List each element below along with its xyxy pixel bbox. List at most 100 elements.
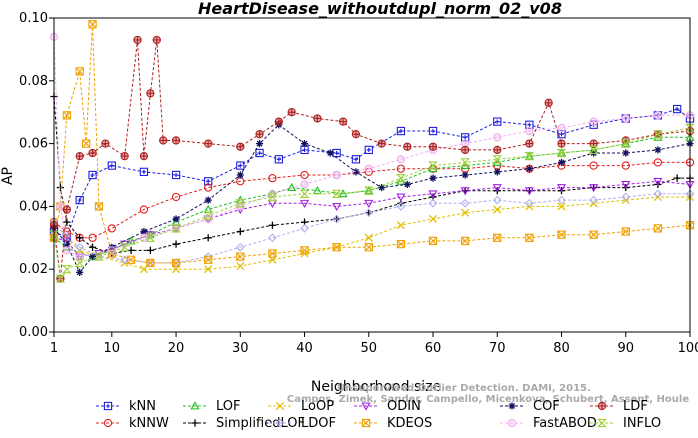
point-ldof-21: [653, 189, 663, 199]
x-tick-label-90: 90: [617, 341, 634, 356]
legend-item-simplifiedlof: SimplifiedLOF: [183, 416, 305, 431]
point-knn-19: [525, 120, 534, 129]
series-line-simplifiedlof: [53, 96, 690, 255]
point-simplifiedlof-10: [236, 227, 244, 236]
point-kdeos-4: [81, 139, 91, 148]
point-ldf-8: [139, 152, 149, 161]
point-knnw-19: [589, 161, 598, 170]
point-ldf-29: [589, 139, 598, 148]
legend-item-lof: LOF: [183, 399, 241, 414]
point-kdeos-21: [525, 233, 534, 242]
point-inflo-17: [492, 155, 503, 164]
point-inflo-15: [428, 161, 438, 170]
point-ldf-13: [204, 139, 213, 148]
x-tick-label-80: 80: [553, 341, 570, 356]
point-ldof-9: [268, 233, 277, 243]
point-odin-10: [300, 199, 310, 208]
point-ldf-5: [101, 139, 110, 148]
point-ldf-22: [403, 142, 412, 151]
point-knnw-10: [300, 170, 309, 180]
point-ldof-13: [396, 202, 406, 211]
x-tick-label-70: 70: [489, 341, 506, 356]
legend-marker-lof: [190, 401, 200, 410]
point-kdeos-3: [75, 67, 84, 76]
point-fastabod-17: [525, 126, 534, 136]
x-tick-label-1: 1: [50, 341, 58, 356]
point-fastabod-5: [139, 233, 149, 242]
series-line-inflo: [53, 127, 691, 280]
legend-label-kdeos: KDEOS: [387, 416, 432, 431]
point-lof-5: [126, 236, 136, 245]
point-inflo-4: [94, 252, 104, 261]
point-lof-19: [524, 151, 534, 160]
point-ldof-20: [621, 192, 631, 202]
point-ldf-7: [133, 35, 142, 45]
point-knn-24: [673, 104, 682, 114]
point-knn-7: [204, 177, 213, 186]
series-line-ldf: [53, 39, 691, 279]
point-fastabod-12: [364, 164, 373, 173]
point-cof-5: [140, 227, 148, 236]
point-inflo-23: [685, 123, 695, 133]
point-cof-3: [88, 253, 97, 261]
point-odin-20: [621, 180, 631, 190]
point-knn-15: [396, 126, 406, 136]
y-tick-label-0: 0.00: [19, 325, 48, 340]
point-loop-14: [428, 214, 438, 224]
point-loop-16: [493, 205, 502, 214]
point-fastabod-1: [56, 202, 65, 211]
point-simplifiedlof-24: [673, 174, 681, 182]
point-odin-17: [524, 187, 534, 196]
legend-item-fastabod: FastABOD: [500, 416, 597, 431]
point-fastabod-10: [300, 180, 309, 189]
legend-item-kdeos: KDEOS: [354, 416, 432, 431]
point-fastabod-20: [621, 114, 630, 123]
point-cof-16: [429, 174, 437, 182]
y-tick-label-4: 0.08: [19, 74, 48, 89]
point-inflo-7: [171, 224, 181, 233]
point-kdeos-5: [88, 20, 97, 29]
point-loop-13: [396, 221, 405, 230]
point-ldof-19: [589, 195, 599, 205]
point-kdeos-24: [621, 227, 630, 236]
legend-marker-ldof: [275, 418, 285, 428]
point-ldf-6: [120, 152, 129, 161]
point-cof-15: [403, 180, 411, 189]
legend-marker-ldf: [597, 401, 607, 411]
point-ldf-16: [274, 117, 283, 126]
series-kdeos: [49, 20, 695, 268]
point-loop-7: [204, 265, 213, 274]
axes: 1 10 20 30 40 50 60 70 80 90 100 0.00 0.02 0.04 0.06 0.…: [19, 11, 698, 356]
point-inflo-3: [74, 258, 85, 268]
point-cof-19: [525, 165, 533, 173]
point-knnw-7: [204, 183, 213, 192]
point-loop-18: [557, 202, 566, 211]
series-inflo: [49, 123, 695, 283]
point-cof-12: [326, 149, 334, 157]
legend-marker-cof: [508, 402, 516, 410]
point-kdeos-20: [493, 233, 502, 242]
point-knnw-20: [621, 161, 630, 170]
point-cof-18: [493, 168, 501, 176]
series-line-knnw: [53, 161, 690, 239]
point-ldf-27: [544, 98, 553, 107]
point-simplifiedlof-2: [63, 218, 71, 226]
point-ldf-3: [75, 152, 84, 161]
point-odin-15: [460, 187, 470, 196]
legend-label-simplifiedlof: SimplifiedLOF: [216, 416, 305, 431]
point-odin-19: [589, 184, 599, 193]
y-tick-label-2: 0.04: [19, 199, 48, 214]
point-inflo-6: [145, 233, 156, 242]
point-knn-16: [428, 126, 438, 136]
point-ldf-28: [557, 139, 566, 148]
point-odin-5: [145, 231, 155, 240]
point-inflo-0: [49, 230, 59, 239]
point-ldf-11: [159, 136, 168, 145]
legend-label-ldof: LDOF: [301, 416, 336, 431]
point-odin-2: [75, 253, 85, 262]
point-ldf-12: [171, 136, 181, 145]
point-ldof-14: [428, 198, 438, 208]
point-cof-17: [461, 171, 469, 179]
point-inflo-1: [55, 274, 66, 283]
